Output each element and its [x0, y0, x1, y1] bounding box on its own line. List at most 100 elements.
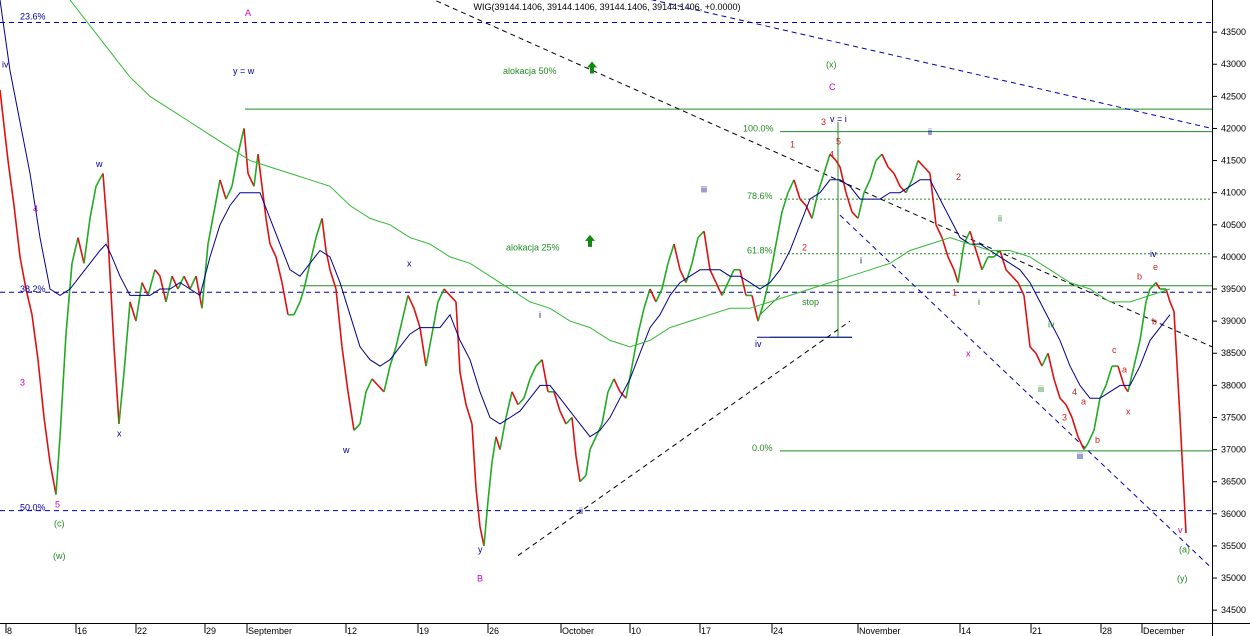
- price-segment: [751, 295, 759, 322]
- annotation-label: b: [1137, 271, 1142, 281]
- price-segment: [655, 288, 663, 303]
- price-segment: [1023, 295, 1031, 347]
- price-segment: [299, 288, 305, 303]
- price-segment: [1087, 429, 1095, 444]
- price-segment: [431, 301, 439, 335]
- price-segment: [55, 436, 61, 495]
- price-segment: [83, 218, 91, 264]
- price-segment: [102, 173, 109, 238]
- annotation-label: iii: [701, 185, 707, 195]
- y-tick-label: 34500: [1221, 605, 1246, 615]
- price-segment: [25, 288, 33, 315]
- price-segment: [265, 218, 271, 245]
- price-segment: [899, 185, 907, 194]
- price-segment: [195, 276, 203, 309]
- price-segment: [947, 256, 955, 271]
- annotation-label: v: [1178, 525, 1183, 535]
- price-segment: [95, 173, 104, 187]
- price-segment: [763, 275, 771, 303]
- y-tick-label: 37500: [1221, 412, 1246, 422]
- annotation-label: 0.0%: [752, 443, 773, 453]
- price-segment: [1139, 301, 1147, 341]
- price-segment: [65, 263, 73, 335]
- series-layer: [0, 0, 1187, 547]
- price-segment: [465, 404, 473, 425]
- price-segment: [377, 384, 385, 393]
- price-segment: [601, 391, 609, 425]
- price-segment: [857, 192, 865, 219]
- annotation-label: y: [478, 544, 483, 554]
- price-segment: [341, 346, 349, 392]
- price-segment: [757, 301, 765, 322]
- price-segment: [863, 179, 871, 194]
- annotation-label: 5: [836, 137, 841, 147]
- price-segment: [1169, 301, 1175, 312]
- price-segment: [917, 160, 925, 168]
- price-segment: [511, 391, 519, 405]
- annotation-label: 50.0%: [20, 503, 46, 513]
- price-segment: [1165, 288, 1171, 303]
- price-segment: [231, 153, 239, 187]
- price-segment: [571, 417, 577, 457]
- annotation-label: 4: [829, 149, 834, 159]
- price-segment: [619, 391, 627, 399]
- annotation-label: iv: [755, 339, 762, 349]
- annotation-label: c: [1112, 345, 1117, 355]
- price-segment: [595, 423, 603, 438]
- x-tick-label: 19: [419, 626, 429, 636]
- annotation-label: 3: [1062, 413, 1067, 423]
- price-segment: [483, 500, 489, 546]
- price-segment: [793, 179, 801, 200]
- annotation-label: A: [245, 8, 251, 18]
- annotation-label: ii: [579, 506, 583, 516]
- guide-line-16: [759, 295, 781, 316]
- price-segment: [607, 378, 615, 393]
- price-segment: [887, 166, 895, 174]
- annotation-label: a: [1122, 365, 1127, 375]
- price-segment: [479, 526, 485, 547]
- price-segment: [1035, 352, 1043, 367]
- price-segment: [905, 179, 913, 194]
- chart-title: WIG(39144.1406, 39144.1406, 39144.1406, …: [474, 2, 741, 12]
- price-segment: [975, 250, 983, 270]
- price-segment: [673, 243, 681, 270]
- y-tick-label: 43500: [1221, 27, 1246, 37]
- price-segment: [495, 436, 501, 450]
- guide-line-15: [839, 214, 1213, 569]
- price-segment: [1047, 353, 1055, 380]
- up-arrow-icon: [585, 234, 595, 247]
- annotation-label: e: [1153, 262, 1158, 272]
- price-segment: [649, 288, 657, 303]
- price-segment: [1105, 365, 1113, 386]
- price-segment: [129, 301, 137, 322]
- price-segment: [839, 166, 847, 193]
- y-tick-label: 39000: [1221, 316, 1246, 326]
- annotation-label: (a): [1179, 544, 1190, 554]
- annotation-label: iv: [1150, 249, 1157, 259]
- price-segment: [999, 250, 1007, 270]
- price-segment: [523, 378, 531, 399]
- price-segment: [455, 301, 461, 373]
- price-segment: [1029, 346, 1037, 354]
- annotation-label: 78.6%: [747, 191, 773, 201]
- x-tick-label: 26: [489, 626, 499, 636]
- price-segment: [247, 173, 255, 187]
- price-segment: [637, 308, 645, 335]
- price-segment: [1179, 417, 1187, 534]
- x-tick-label: 12: [347, 626, 357, 636]
- annotation-label: alokacja 50%: [503, 66, 557, 76]
- price-segment: [1145, 288, 1151, 303]
- x-tick-label: 21: [1032, 626, 1042, 636]
- annotation-label: (w): [53, 551, 66, 561]
- annotation-label: 1: [952, 287, 957, 297]
- annotation-label: 4: [33, 204, 38, 214]
- annotation-label: 38.2%: [20, 284, 46, 294]
- price-segment: [1071, 417, 1079, 437]
- price-segment: [685, 263, 693, 283]
- guide-line-13: [433, 0, 1213, 348]
- price-segment: [1123, 384, 1129, 393]
- price-segment: [835, 160, 841, 168]
- price-segment: [1133, 340, 1141, 367]
- price-segment: [487, 462, 493, 502]
